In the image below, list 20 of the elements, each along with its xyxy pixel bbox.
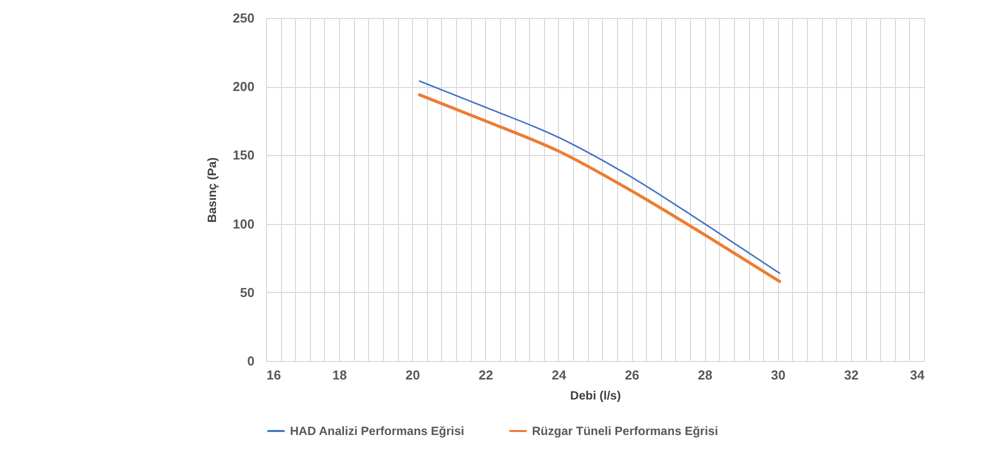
y-axis-title: Basınç (Pa) (204, 157, 219, 223)
y-tick-label: 50 (240, 284, 254, 300)
y-tick-label: 100 (232, 216, 254, 232)
x-tick-label: 16 (266, 368, 281, 382)
legend-label: Rüzgar Tüneli Performans Eğrisi (532, 424, 718, 438)
x-axis-title: Debi (l/s) (570, 388, 621, 402)
x-tick-label: 32 (844, 368, 859, 382)
x-tick-label: 18 (332, 368, 347, 382)
y-tick-label: 250 (232, 10, 254, 26)
x-tick-label: 24 (552, 368, 567, 382)
x-tick-label: 34 (910, 368, 926, 382)
x-tick-label: 20 (405, 368, 420, 382)
y-tick-label: 150 (232, 148, 254, 163)
y-tick-label: 200 (232, 79, 254, 94)
legend-label: HAD Analizi Performans Eğrisi (290, 424, 464, 438)
x-tick-label: 22 (478, 368, 494, 382)
x-tick-label: 30 (771, 368, 786, 382)
x-tick-label: 28 (698, 368, 712, 382)
y-tick-label: 0 (247, 354, 254, 368)
x-tick-label: 26 (624, 368, 640, 382)
